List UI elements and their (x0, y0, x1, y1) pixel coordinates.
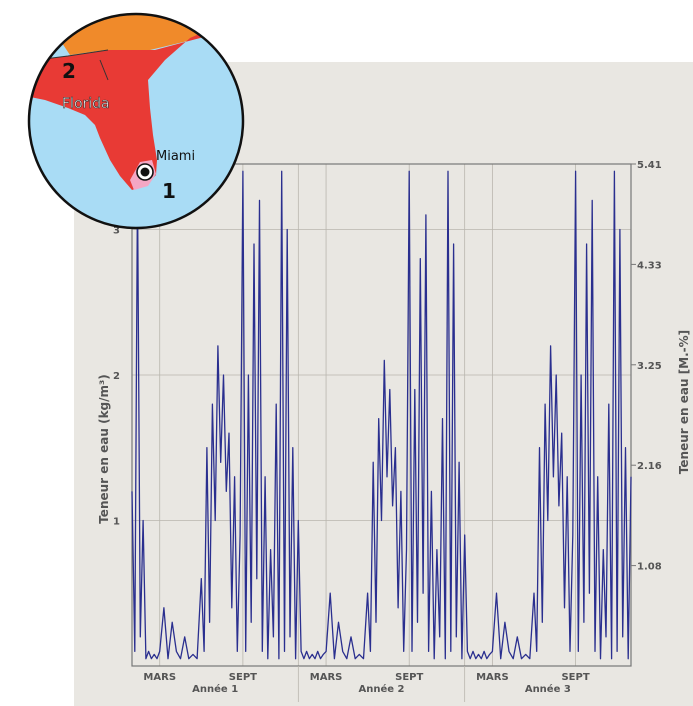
y-axis-right-title: Teneur en eau [M.-%] (677, 330, 691, 474)
y-tick-label-left: 1 (113, 516, 120, 527)
plot-frame (131, 163, 632, 667)
y-tick-label-left: 2 (113, 371, 120, 382)
map-border-line (99, 59, 109, 81)
map-city-marker-dot (140, 167, 150, 177)
x-tick-label: SEPT (395, 672, 423, 683)
y-tick-label-right: 3.25 (637, 361, 662, 372)
map-label-florida: Florida (62, 96, 110, 112)
y-axis-left: 1 2 3 (113, 225, 120, 527)
year-label: Année 3 (525, 683, 571, 695)
year-labels: Année 1 Année 2 Année 3 (192, 666, 571, 702)
map-north-region (60, 14, 243, 55)
series-line (131, 170, 632, 660)
map-label-miami: Miami (156, 149, 195, 164)
chart: 1 2 3 1.08 2.16 3.25 4.33 5.41 MARS SEPT MARS SEP… (97, 160, 691, 702)
year-label: Année 1 (192, 683, 238, 695)
y-axis-right: 1.08 2.16 3.25 4.33 5.41 (631, 160, 662, 573)
x-axis: MARS SEPT MARS SEPT MARS SEPT (143, 672, 589, 683)
map-florida (29, 14, 243, 190)
series-layer (131, 170, 632, 660)
x-tick-label: MARS (143, 672, 176, 683)
map-marker-region: 2 (62, 59, 76, 83)
x-tick-label: SEPT (561, 672, 589, 683)
y-tick-label-left: 3 (113, 225, 120, 236)
y-tick-label-right: 4.33 (637, 260, 662, 271)
y-axis-left-title: Teneur en eau (kg/m³) (97, 374, 111, 524)
x-tick-label: MARS (310, 672, 343, 683)
location-map: 2 Florida Miami 1 (27, 12, 245, 230)
y-tick-label-right: 2.16 (637, 461, 662, 472)
x-tick-label: MARS (476, 672, 509, 683)
y-tick-label-right: 5.41 (637, 160, 662, 171)
map-frame (27, 12, 245, 230)
x-tick-label: SEPT (229, 672, 257, 683)
year-label: Année 2 (359, 683, 405, 695)
map-marker-city: 1 (162, 179, 176, 203)
y-tick-label-right: 1.08 (637, 562, 662, 573)
